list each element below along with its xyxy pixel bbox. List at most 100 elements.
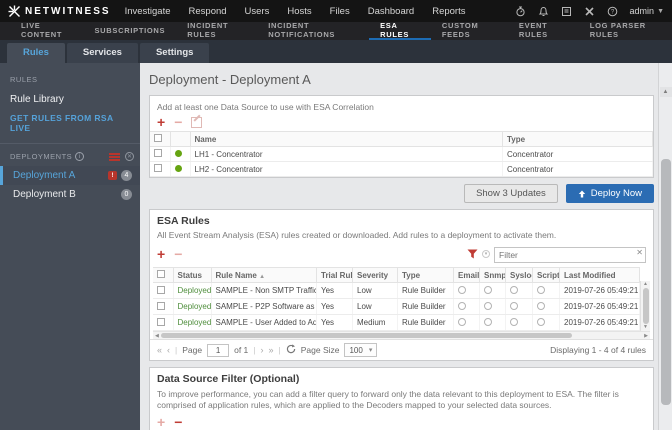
topnav-item-users[interactable]: Users bbox=[244, 5, 270, 17]
topnav-item-hosts[interactable]: Hosts bbox=[287, 5, 312, 17]
last-modified-column-header[interactable]: Last Modified bbox=[559, 267, 640, 283]
row-checkbox[interactable] bbox=[157, 285, 165, 294]
help-icon[interactable]: ? bbox=[607, 5, 619, 17]
scroll-up-icon[interactable]: ▲ bbox=[643, 281, 648, 287]
subnav-custom-feeds[interactable]: CUSTOM FEEDS bbox=[441, 21, 479, 39]
deployments-collapse-icon[interactable]: ✕ bbox=[125, 152, 134, 161]
tools-icon[interactable] bbox=[584, 5, 596, 17]
page-scroll-thumb[interactable] bbox=[660, 159, 671, 405]
subnav-live-content[interactable]: LIVE CONTENT bbox=[21, 21, 63, 39]
snmp-radio[interactable] bbox=[484, 317, 492, 326]
subnav-incident-rules[interactable]: INCIDENT RULES bbox=[187, 21, 229, 39]
filter-input[interactable] bbox=[494, 247, 646, 263]
email-radio[interactable] bbox=[458, 285, 466, 294]
jobs-report-icon[interactable] bbox=[561, 5, 573, 17]
clear-filter-icon[interactable]: ✕ bbox=[636, 248, 643, 257]
netwitness-brand[interactable]: NETWITNESS bbox=[8, 5, 111, 18]
syslog-radio[interactable] bbox=[510, 301, 518, 310]
page-scroll-up-icon[interactable]: ▲ bbox=[659, 87, 672, 97]
select-all-checkbox[interactable] bbox=[157, 270, 165, 278]
table-row[interactable]: Deployed SAMPLE - Non SMTP Traffic on TC… bbox=[153, 282, 640, 299]
first-page-icon[interactable]: « bbox=[157, 344, 163, 355]
subnav-event-rules[interactable]: EVENT RULES bbox=[518, 21, 548, 39]
tab-settings[interactable]: Settings bbox=[139, 43, 210, 63]
type-column-header[interactable]: Type bbox=[397, 267, 454, 283]
topnav-item-files[interactable]: Files bbox=[329, 5, 350, 17]
syslog-radio[interactable] bbox=[510, 285, 518, 294]
notifications-bell-icon[interactable] bbox=[538, 5, 550, 17]
page-scroll-track[interactable] bbox=[660, 97, 672, 430]
remove-filter-query-button[interactable]: − bbox=[174, 413, 183, 430]
table-row[interactable]: Deployed SAMPLE - User Added to Admin Gr… bbox=[153, 314, 640, 331]
page-size-select[interactable]: 100 ▾ bbox=[344, 343, 378, 357]
edit-data-source-button[interactable] bbox=[191, 116, 203, 128]
subnav-subscriptions[interactable]: SUBSCRIPTIONS bbox=[94, 25, 166, 35]
email-radio[interactable] bbox=[458, 317, 466, 326]
topnav-item-respond[interactable]: Respond bbox=[188, 5, 227, 17]
script-column-header[interactable]: Script bbox=[532, 267, 560, 283]
row-checkbox[interactable] bbox=[154, 164, 162, 172]
tab-services[interactable]: Services bbox=[66, 43, 138, 63]
page-number-input[interactable] bbox=[207, 343, 230, 357]
script-radio[interactable] bbox=[537, 317, 545, 326]
table-row[interactable]: Deployed SAMPLE - P2P Software as Detect… bbox=[153, 298, 640, 315]
info-icon[interactable]: i bbox=[75, 152, 85, 161]
severity-column-header[interactable]: Severity bbox=[352, 267, 398, 283]
table-row[interactable]: LH2 - Concentrator Concentrator bbox=[150, 161, 653, 177]
table-horizontal-scrollbar[interactable]: ◀ ▶ bbox=[153, 331, 650, 339]
select-all-checkbox[interactable] bbox=[154, 134, 162, 142]
subnav-incident-notifications[interactable]: INCIDENT NOTIFICATIONS bbox=[268, 21, 336, 39]
status-column-header[interactable]: Status bbox=[173, 267, 212, 283]
add-data-source-button[interactable]: + bbox=[157, 114, 166, 130]
topnav-item-reports[interactable]: Reports bbox=[432, 5, 466, 17]
name-column-header[interactable]: Name bbox=[190, 131, 503, 147]
subnav-esa-rules[interactable]: ESA RULES bbox=[369, 21, 431, 40]
subnav-log-parser-rules[interactable]: LOG PARSER RULES bbox=[589, 21, 646, 39]
refresh-icon[interactable] bbox=[286, 344, 296, 356]
next-page-icon[interactable]: › bbox=[260, 344, 264, 355]
script-radio[interactable] bbox=[537, 285, 545, 294]
last-page-icon[interactable]: » bbox=[268, 344, 274, 355]
add-rule-button[interactable]: + bbox=[157, 246, 166, 262]
page-vertical-scrollbar[interactable]: ▲ bbox=[658, 63, 672, 430]
row-checkbox[interactable] bbox=[157, 301, 165, 310]
remove-rule-button[interactable]: − bbox=[174, 246, 183, 262]
tab-rules[interactable]: Rules bbox=[7, 43, 65, 63]
sidebar-item-deployment-b[interactable]: Deployment B 0 bbox=[0, 185, 140, 204]
deploy-now-button[interactable]: Deploy Now bbox=[565, 184, 654, 203]
scroll-down-icon[interactable]: ▼ bbox=[643, 324, 648, 330]
email-radio[interactable] bbox=[458, 301, 466, 310]
rule-name-column-header[interactable]: Rule Name ▲ bbox=[211, 267, 317, 283]
trial-rule-column-header[interactable]: Trial Rule bbox=[316, 267, 353, 283]
email-column-header[interactable]: Email bbox=[453, 267, 480, 283]
user-menu[interactable]: admin ▼ bbox=[630, 6, 664, 16]
topnav-item-dashboard[interactable]: Dashboard bbox=[367, 5, 415, 17]
syslog-radio[interactable] bbox=[510, 317, 518, 326]
type-column-header[interactable]: Type bbox=[502, 131, 653, 147]
table-row[interactable]: LH1 - Concentrator Concentrator bbox=[150, 146, 653, 162]
snmp-radio[interactable] bbox=[484, 285, 492, 294]
filter-options-icon[interactable]: ▾ bbox=[482, 250, 490, 258]
add-filter-query-button[interactable]: + bbox=[157, 413, 166, 430]
timer-icon[interactable] bbox=[515, 5, 527, 17]
scroll-left-icon[interactable]: ◀ bbox=[155, 332, 159, 339]
script-radio[interactable] bbox=[537, 301, 545, 310]
horizontal-scroll-thumb[interactable] bbox=[160, 333, 573, 338]
sidebar-item-rule-library[interactable]: Rule Library bbox=[10, 94, 64, 105]
get-rules-from-rsa-live-link[interactable]: GET RULES FROM RSA LIVE bbox=[10, 113, 114, 133]
show-updates-button[interactable]: Show 3 Updates bbox=[464, 184, 558, 203]
previous-page-icon[interactable]: ‹ bbox=[167, 344, 171, 355]
snmp-column-header[interactable]: Snmp bbox=[479, 267, 506, 283]
table-vertical-scrollbar[interactable]: ▲ ▼ bbox=[640, 281, 650, 331]
deployments-menu-icon[interactable] bbox=[109, 152, 120, 161]
syslog-column-header[interactable]: Syslog bbox=[505, 267, 533, 283]
vertical-scroll-thumb[interactable] bbox=[642, 288, 649, 324]
topnav-item-investigate[interactable]: Investigate bbox=[124, 5, 171, 17]
remove-data-source-button[interactable]: − bbox=[174, 114, 183, 130]
snmp-radio[interactable] bbox=[484, 301, 492, 310]
filter-funnel-icon[interactable] bbox=[467, 249, 478, 259]
sidebar-item-deployment-a[interactable]: Deployment A ! 4 bbox=[0, 166, 140, 185]
scroll-right-icon[interactable]: ▶ bbox=[644, 332, 648, 339]
row-checkbox[interactable] bbox=[157, 317, 165, 326]
row-checkbox[interactable] bbox=[154, 149, 162, 157]
